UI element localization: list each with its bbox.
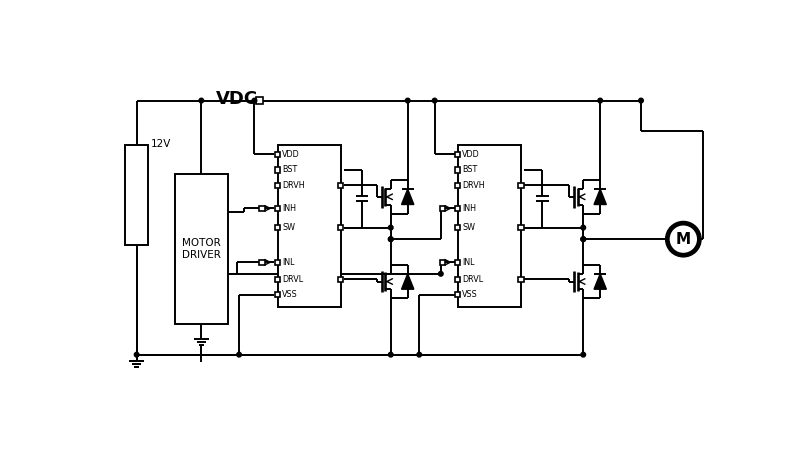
Polygon shape [402,189,414,204]
Text: DRVL: DRVL [462,275,483,284]
Text: INL: INL [282,258,294,267]
Text: DRIVER: DRIVER [182,250,221,260]
Circle shape [598,98,602,103]
Bar [275,206,280,211]
Text: INL: INL [462,258,475,267]
Circle shape [199,98,204,103]
Bar [455,152,461,157]
Text: VSS: VSS [462,290,478,299]
Text: VDC: VDC [216,90,258,108]
Circle shape [389,352,393,357]
Circle shape [237,352,242,357]
Circle shape [666,222,701,257]
Text: DRVL: DRVL [282,275,303,284]
Text: MOTOR: MOTOR [182,238,221,248]
Bar [278,145,341,307]
Bar [259,206,265,211]
Bar [455,276,461,282]
Circle shape [252,98,257,103]
Bar [455,206,461,211]
Text: INH: INH [282,204,296,213]
Circle shape [581,225,586,230]
Bar [455,167,461,173]
Bar [275,292,280,297]
Circle shape [432,98,437,103]
Text: INH: INH [462,204,476,213]
Text: VDD: VDD [282,150,300,159]
Circle shape [581,237,586,241]
Bar [518,276,523,282]
Polygon shape [594,189,606,204]
Text: SW: SW [282,223,295,232]
Bar [440,206,445,211]
Bar [455,292,461,297]
Bar [275,260,280,265]
Circle shape [581,237,586,241]
Bar [338,276,343,282]
Bar [275,167,280,173]
Bar [275,276,280,282]
Circle shape [417,352,422,357]
Circle shape [389,237,393,241]
Circle shape [581,352,586,357]
Bar [338,225,343,230]
Bar [175,173,227,324]
Bar [275,152,280,157]
Bar [455,260,461,265]
Text: BST: BST [462,165,478,174]
Circle shape [134,352,139,357]
Polygon shape [402,274,414,289]
Text: SW: SW [462,223,475,232]
Bar [518,183,523,188]
Bar [275,225,280,230]
Circle shape [389,237,393,241]
Bar [455,225,461,230]
Circle shape [438,271,443,276]
Circle shape [406,98,410,103]
Bar [458,145,521,307]
Text: 12V: 12V [150,139,171,149]
Circle shape [668,224,698,255]
Text: VSS: VSS [282,290,298,299]
Bar [275,183,280,188]
Bar [455,183,461,188]
Bar [256,97,263,104]
Polygon shape [594,274,606,289]
Circle shape [389,225,393,230]
Text: DRVH: DRVH [282,181,305,190]
Text: DRVH: DRVH [462,181,485,190]
Text: BST: BST [282,165,298,174]
Bar [125,145,148,246]
Text: VDD: VDD [462,150,480,159]
Circle shape [638,98,643,103]
Text: M: M [676,231,691,247]
Bar [259,260,265,265]
Bar [338,183,343,188]
Bar [518,225,523,230]
Bar [440,260,445,265]
